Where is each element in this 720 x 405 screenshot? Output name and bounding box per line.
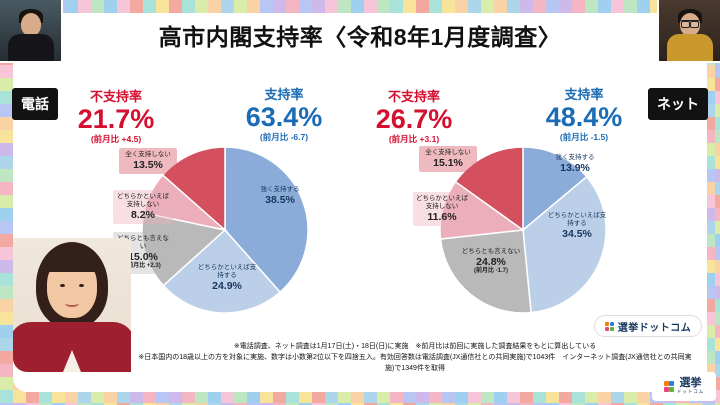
photo-bangs — [44, 248, 100, 272]
footnote-line-1: ※電話調査、ネット調査は1月17日(土)・18日(日)に実施 ※前月比は前回に実… — [233, 343, 597, 350]
net-disapproval-stat: 不支持率 26.7% (前月比 +3.1) — [358, 86, 470, 145]
senkyo-dotcom-icon — [663, 381, 674, 392]
phone-approval-stat: 支持率 63.4% (前月比 -6.7) — [228, 84, 340, 143]
presenter-body — [666, 34, 713, 61]
pie-slice-4 — [161, 146, 226, 232]
presenter-body — [7, 34, 54, 61]
pie-label-2: どちらとも言えない 24.8% (前月比 -1.7) — [461, 248, 521, 275]
phone-disapproval-stat: 不支持率 21.7% (前月比 +4.5) — [60, 86, 172, 145]
stat-label: 支持率 — [564, 87, 604, 102]
pie-slice-0 — [224, 146, 309, 294]
corner-logo-main: 選挙 — [679, 377, 702, 390]
footnotes: ※電話調査、ネット調査は1月17日(土)・18日(日)に実施 ※前月比は前回に実… — [136, 341, 694, 375]
pie-slice-2 — [141, 211, 227, 287]
stat-mom: (前月比 +3.1) — [388, 134, 440, 145]
pie-slice-1 — [162, 228, 282, 314]
corner-logo-sub: ドットコム — [676, 389, 705, 395]
pie-label-1: どちらかといえば支持する 34.5% — [547, 212, 607, 241]
presenter-face — [20, 13, 41, 36]
pie-label-4: 全く支持しない 15.1% — [419, 146, 477, 173]
pie-label-3: どちらかといえば支持しない 8.2% — [113, 190, 173, 225]
senkyo-dotcom-icon — [604, 321, 614, 331]
pie-slice-1 — [522, 175, 607, 314]
pie-label-4: 全く支持しない 13.5% — [119, 148, 177, 175]
stat-mom: (前月比 +4.5) — [90, 134, 142, 145]
section-label-net: ネット — [648, 88, 708, 120]
stat-value: 63.4% — [245, 102, 323, 132]
senkyo-dotcom-corner-logo: 選挙 ドットコム — [652, 372, 716, 401]
senkyo-dotcom-badge: 選挙ドットコム — [594, 315, 702, 337]
pie-label-3: どちらかといえば支持しない 11.6% — [413, 192, 471, 227]
stat-label: 不支持率 — [89, 89, 142, 104]
pie-label-1: どちらかといえば支持する 24.9% — [197, 264, 257, 293]
glasses-icon — [680, 20, 699, 28]
stat-label: 支持率 — [264, 87, 304, 102]
pie-label-0: 強く支持する 13.9% — [555, 154, 595, 175]
photo-eye — [60, 284, 65, 287]
pie-slice-4 — [454, 146, 524, 232]
page-title: 高市内閣支持率〈令和8年1月度調査〉 — [158, 24, 562, 50]
photo-smile — [65, 300, 79, 307]
stat-mom: (前月比 -1.5) — [559, 132, 609, 143]
pie-slice-0 — [522, 146, 588, 232]
photo-shirt — [63, 350, 81, 372]
takaichi-photo — [13, 238, 131, 372]
stat-value: 26.7% — [375, 104, 453, 134]
pie-label-0: 強く支持する 38.5% — [260, 186, 300, 207]
footnote-line-2: ※日本国内の18歳以上の方を対象に実施、数字は小数第2位以下を四捨五入。有効回答… — [138, 354, 692, 373]
stat-mom: (前月比 -6.7) — [259, 132, 309, 143]
photo-eye — [79, 284, 84, 287]
section-label-phone: 電話 — [12, 88, 58, 120]
left-presenter-video — [0, 0, 63, 63]
badge-label: 選挙ドットコム — [617, 322, 692, 334]
stat-value: 21.7% — [77, 104, 155, 134]
pie-slice-2 — [439, 229, 532, 314]
phone-pie-chart: 強く支持する 38.5% どちらかといえば支持する 24.9% どちらとも言えない 15.… — [113, 146, 309, 314]
net-approval-stat: 支持率 48.4% (前月比 -1.5) — [528, 84, 640, 143]
stat-value: 48.4% — [545, 102, 623, 132]
net-pie-chart: 強く支持する 13.9% どちらかといえば支持する 34.5% どちらとも言えない 24.… — [413, 146, 607, 314]
right-presenter-video — [657, 0, 720, 63]
stat-label: 不支持率 — [387, 89, 440, 104]
